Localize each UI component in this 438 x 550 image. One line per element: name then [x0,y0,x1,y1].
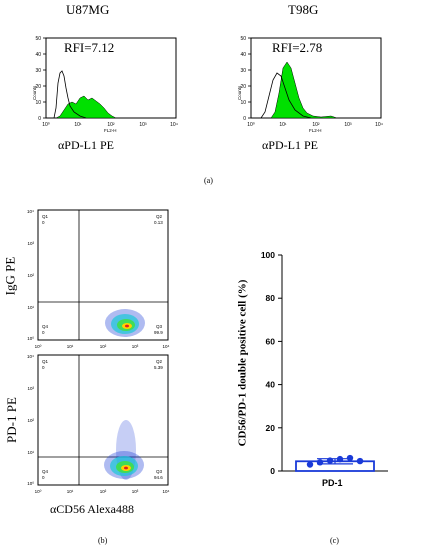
dotplot1-ytick: 10⁰ [27,336,34,341]
t98g-rfi: RFI=2.78 [272,40,323,55]
dotplot2-q3: Q3 [156,469,163,474]
hist2-control [260,72,312,119]
bar-data-point [326,457,334,464]
bar-ytick-label: 40 [266,380,276,390]
hist2-channel: FL2-H [309,128,322,133]
u87mg-title: U87MG [66,2,110,17]
hist2-ytick: 10 [240,100,246,106]
hist2-xtick: 10¹ [279,122,287,128]
dotplot2-ytick: 10² [27,418,34,423]
hist2-ytick: 50 [240,36,246,42]
bar-data-point [336,455,344,463]
hist1-ytick: 30 [35,68,41,74]
dotplot1-q4-val: 0 [42,330,45,335]
hist1-xtick: 10³ [139,122,147,128]
dotplot1-ytick: 10² [27,273,34,278]
dotplot2-xtick: 10² [100,489,107,494]
dotplot2-cloud [104,420,144,480]
u87mg-rfi: RFI=7.12 [64,40,115,55]
u87mg-xlabel: αPD-L1 PE [58,138,114,152]
dotplot1-xtick: 10³ [132,344,139,349]
dotplot1-ytick: 10¹ [27,305,34,310]
dotplot1-ytick: 10³ [27,241,34,246]
bar-data-point [356,457,364,465]
dotplot2-ytick: 10³ [27,386,34,391]
dotplot1-q1: Q1 [42,214,49,219]
panel-b-label: (b) [98,536,108,545]
hist1-channel: FL2-H [104,128,117,133]
panel-a-label: (a) [204,176,213,185]
dotplot1-ytick: 10⁴ [27,209,34,214]
bar-data-point [346,454,354,462]
hist1-xtick: 10⁴ [170,122,178,128]
dotplot2-q3-val: 94.6 [154,475,163,480]
dotplot1-q1-val: 0 [42,220,45,225]
dotplot1-xtick: 10² [100,344,107,349]
hist1-ytick: 40 [35,52,41,58]
hist2-ytick: 30 [240,68,246,74]
bar-ytick-label: 80 [266,293,276,303]
bar-category-label: PD-1 [322,478,343,488]
hist2-xtick: 10² [312,122,320,128]
dotplot2-q2-val: 5.39 [154,365,163,370]
hist1-yaxis: Counts [32,85,37,100]
t98g-xlabel: αPD-L1 PE [262,138,318,152]
hist1-ytick: 0 [38,116,41,122]
hist1-fill [55,95,117,119]
hist1-ytick: 50 [35,36,41,42]
hist2-xtick: 10³ [344,122,352,128]
dotplot2-ytick: 10¹ [27,450,34,455]
dotplot2-frame [37,354,169,486]
dotplot-xlabel: αCD56 Alexa488 [50,502,134,516]
dotplot2-xtick: 10¹ [67,489,74,494]
hist2-yaxis: Counts [237,85,242,100]
histogram-t98g: 50 40 30 20 10 0 Counts 10⁰ 10¹ 10² 10³ … [237,36,383,133]
hist1-xtick: 10⁰ [42,122,50,128]
bar-data-point [316,459,324,466]
dotplot1-q4: Q4 [42,324,49,329]
bar-ytick-label: 0 [270,466,275,476]
dotplot1-xtick: 10⁴ [163,344,170,349]
dotplot1-xtick: 10⁰ [35,344,42,349]
t98g-title: T98G [288,2,319,17]
dotplot1-q3-val: 99.9 [154,330,163,335]
dotplot2-xtick: 10⁴ [163,489,170,494]
hist1-ytick: 20 [35,84,41,90]
dotplot2-q4: Q4 [42,469,49,474]
hist1-ytick: 10 [35,100,41,106]
dotplot2-ytick: 10⁰ [27,481,34,486]
histogram-u87mg: 50 40 30 20 10 0 Counts 10⁰ 10¹ 10² 10³ … [32,36,178,133]
hist2-ytick: 40 [240,52,246,58]
bar-ytick-label: 20 [266,423,276,433]
bar-ylabel: CD56/PD-1 double positive cell (%) [236,279,249,447]
hist2-ytick: 20 [240,84,246,90]
dotplot2-q4-val: 0 [42,475,45,480]
hist1-xtick: 10² [107,122,115,128]
dotplot1-frame [37,209,169,341]
dotplot2-ytick: 10⁴ [27,354,34,359]
dotplot2-xtick: 10³ [132,489,139,494]
dotplot2-q1: Q1 [42,359,49,364]
dotplot2-q1-val: 0 [42,365,45,370]
bar-data-point [306,461,314,468]
panel-c-label: (c) [330,536,339,545]
dotplot1-q2-val: 0.13 [154,220,163,225]
dotplot1-q3: Q3 [156,324,163,329]
dotplot1-xtick: 10¹ [67,344,74,349]
dotplot2-xtick: 10⁰ [35,489,42,494]
bar-ytick-label: 100 [261,250,275,260]
dotplot2-q2: Q2 [156,359,163,364]
hist1-xtick: 10¹ [74,122,82,128]
hist2-fill [270,61,338,119]
hist2-xtick: 10⁰ [247,122,255,128]
hist2-xtick: 10⁴ [375,122,383,128]
dotplot1-q2: Q2 [156,214,163,219]
bar-ytick-label: 60 [266,336,276,346]
hist1-control [53,70,87,119]
dotplot1-cloud [105,309,145,337]
hist2-ytick: 0 [243,116,246,122]
